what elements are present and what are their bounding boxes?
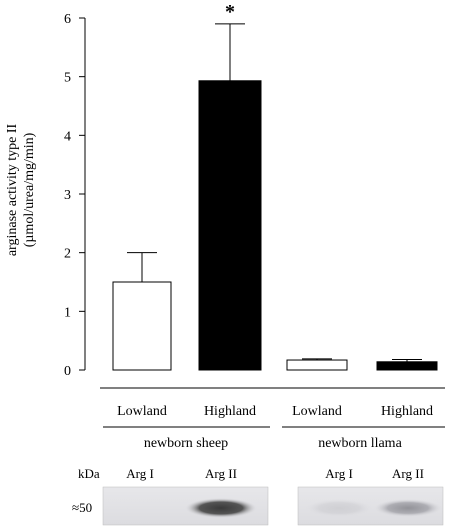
y-axis-title-line1: arginase activity type II xyxy=(5,124,20,257)
y-tick-label: 1 xyxy=(64,305,71,320)
blot-bands xyxy=(185,498,442,518)
y-tick-label: 0 xyxy=(64,364,71,379)
bar-newborn-sheep-lowland xyxy=(112,281,172,371)
y-tick-label: 3 xyxy=(64,188,71,203)
significance-marker: * xyxy=(225,1,235,23)
blot-marker-label: ≈50 xyxy=(72,500,92,515)
y-tick-label: 2 xyxy=(64,247,71,262)
band-sheep-arg-ii xyxy=(185,498,257,518)
blot-lane-label-sheep-arg2: Arg II xyxy=(205,466,237,481)
y-tick-label: 6 xyxy=(64,12,71,27)
category-label-sheep-highland: Highland xyxy=(204,404,256,419)
y-axis-title-line2: (µmol/urea/mg/min) xyxy=(22,132,37,247)
y-ticks: 0 1 2 3 4 5 6 xyxy=(64,12,85,379)
category-label-sheep-lowland: Lowland xyxy=(117,404,167,419)
blot-unit-label: kDa xyxy=(78,466,100,481)
y-tick-label: 5 xyxy=(64,71,71,86)
bar-newborn-sheep-highland xyxy=(198,80,262,371)
group-label-llama: newborn llama xyxy=(318,436,402,451)
group-label-sheep: newborn sheep xyxy=(144,436,228,451)
category-label-llama-lowland: Lowland xyxy=(292,404,342,419)
category-label-llama-highland: Highland xyxy=(381,404,433,419)
blot-lane-label-sheep-arg1: Arg I xyxy=(126,466,154,481)
bar-newborn-llama-highland xyxy=(376,361,438,371)
bar-newborn-llama-lowland xyxy=(286,359,348,371)
blot-lane-label-llama-arg2: Arg II xyxy=(392,466,424,481)
band-llama-arg-ii xyxy=(374,499,442,517)
bars-layer: * xyxy=(112,1,438,371)
band-llama-arg-i xyxy=(305,499,373,517)
blot-lane-label-llama-arg1: Arg I xyxy=(325,466,353,481)
y-tick-label: 4 xyxy=(64,129,71,144)
